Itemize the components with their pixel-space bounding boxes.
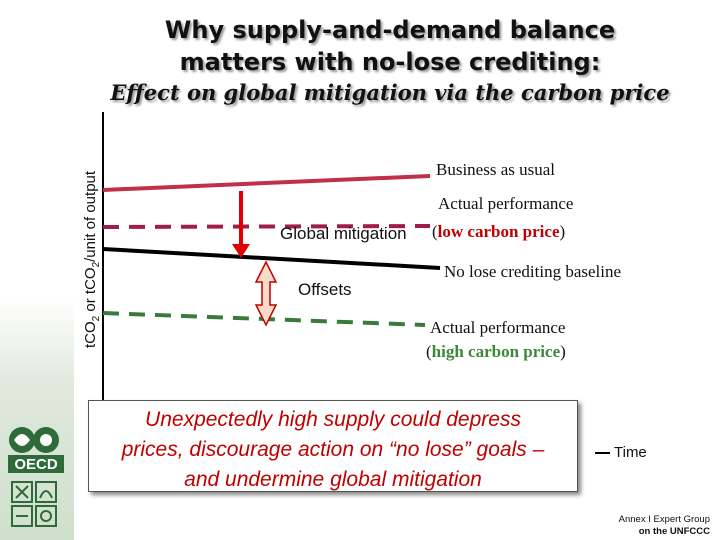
- emblem-icon: [11, 481, 33, 503]
- subtitle: Effect on global mitigation via the carb…: [110, 80, 670, 105]
- line-actual-low-price: [102, 224, 431, 229]
- label-global-mitigation: Global mitigation: [280, 224, 407, 243]
- note-line-2: prices, discourage action on “no lose” g…: [121, 438, 545, 461]
- label-business-as-usual: Business as usual: [436, 160, 555, 179]
- label-actual-low-line2: (low carbon price): [432, 222, 566, 241]
- label-actual-high-line2: (high carbon price): [426, 342, 566, 361]
- x-axis-label: Time: [614, 444, 647, 461]
- footer-line-1: Annex I Expert Group: [618, 514, 710, 525]
- footer-line-2: on the UNFCCC: [638, 526, 710, 537]
- global-mitigation-arrow: [232, 191, 250, 258]
- callout-note: Unexpectedly high supply could depress p…: [88, 400, 578, 492]
- title-line-1: Why supply-and-demand balance: [164, 16, 616, 44]
- label-offsets: Offsets: [298, 280, 352, 299]
- label-actual-high-line1: Actual performance: [430, 318, 566, 337]
- line-baseline: [102, 247, 441, 270]
- note-line-1: Unexpectedly high supply could depress: [145, 408, 521, 431]
- note-line-3: and undermine global mitigation: [184, 468, 482, 491]
- sidebar-band: OECD: [0, 0, 74, 540]
- offsets-arrow: [254, 260, 278, 327]
- label-baseline: No lose crediting baseline: [444, 262, 622, 281]
- oecd-logo: [8, 427, 64, 527]
- oecd-logo-text: OECD: [14, 456, 58, 473]
- title-line-2: matters with no-lose crediting:: [179, 48, 601, 76]
- label-actual-low-line1: Actual performance: [438, 194, 574, 213]
- line-business-as-usual: [102, 174, 431, 192]
